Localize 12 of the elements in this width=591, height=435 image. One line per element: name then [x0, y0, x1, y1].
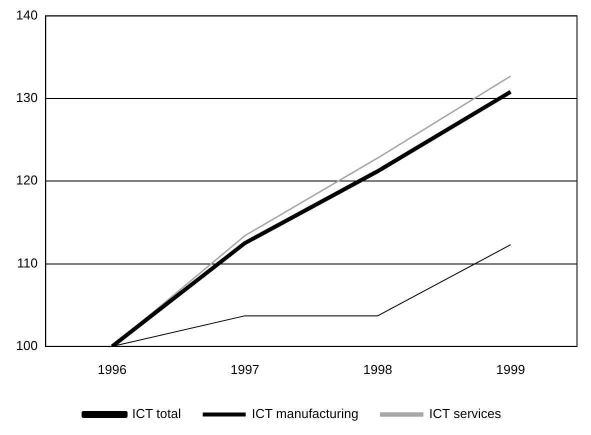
- y-tick-label: 110: [16, 255, 38, 270]
- y-tick-label: 120: [16, 172, 38, 188]
- y-tick-label: 140: [16, 7, 38, 22]
- x-tick-label: 1997: [230, 362, 260, 377]
- y-tick-label: 130: [16, 90, 38, 106]
- x-tick-label: 1999: [496, 362, 526, 377]
- legend-label: ICT total: [132, 406, 182, 422]
- x-tick-label: 1998: [363, 362, 392, 377]
- x-tick-label: 1996: [98, 362, 127, 377]
- legend-label: ICT services: [429, 406, 502, 422]
- y-tick-label: 100: [16, 338, 38, 353]
- legend-label: ICT manufacturing: [252, 406, 358, 422]
